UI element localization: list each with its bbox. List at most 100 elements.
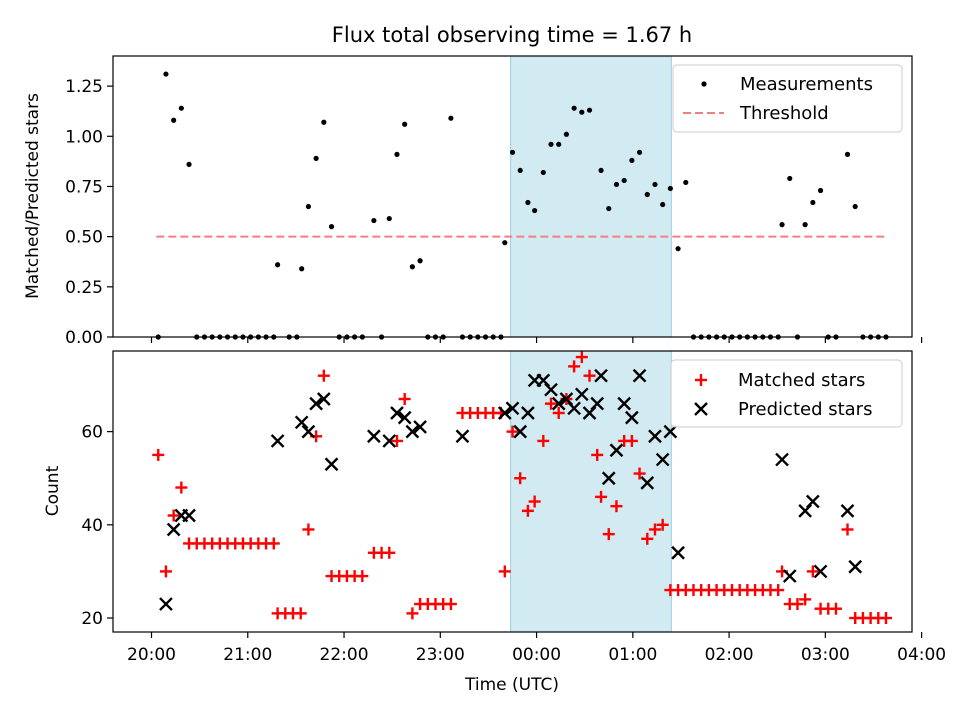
- matched-star-point: [595, 490, 608, 503]
- bottom-y-ticks: 20 40 60: [81, 423, 113, 629]
- measurement-point: [779, 222, 785, 228]
- top-y-ticks: 0.00 0.25 0.50 0.75 1.00 1.25: [65, 77, 113, 348]
- y-tick-label: 40: [81, 516, 103, 536]
- matched-star-point: [528, 495, 541, 508]
- x-tick-label: 01:00: [608, 645, 657, 665]
- matched-star-point: [880, 612, 893, 625]
- bottom-panel: 20 40 60 20:00 21:00 22:00 23:00 00:00 01:00 02:…: [43, 350, 946, 695]
- y-tick-label: 0.50: [65, 228, 103, 248]
- measurement-point: [675, 246, 681, 252]
- measurement-point: [817, 187, 824, 194]
- legend-predicted-marker: [694, 402, 708, 416]
- matched-star-point: [383, 546, 396, 559]
- y-tick-label: 0.25: [65, 278, 103, 298]
- predicted-star-point: [609, 443, 624, 458]
- y-tick-label: 0.75: [65, 177, 103, 197]
- y-tick-label: 20: [81, 609, 103, 629]
- measurement-point: [371, 217, 377, 224]
- measurement-point: [613, 181, 620, 188]
- legend-measurements-label: Measurements: [740, 74, 873, 95]
- legend-threshold-label: Threshold: [739, 103, 829, 124]
- y-tick-label: 1.00: [65, 127, 103, 147]
- legend-matched-marker: [695, 374, 707, 386]
- x-axis-label: Time (UTC): [464, 675, 559, 695]
- predicted-star-point: [324, 457, 339, 472]
- predicted-star-point: [671, 545, 685, 560]
- predicted-star-point: [294, 415, 309, 430]
- predicted-star-point: [397, 410, 412, 425]
- measurement-point: [556, 141, 562, 147]
- predicted-star-point: [182, 508, 196, 523]
- measurement-point: [275, 262, 281, 268]
- predicted-star-point: [166, 522, 181, 537]
- measurement-point: [178, 105, 184, 111]
- predicted-star-point: [316, 392, 331, 406]
- matched-star-point: [521, 504, 534, 517]
- predicted-star-point: [663, 424, 678, 439]
- measurement-point: [621, 177, 627, 184]
- predicted-star-point: [782, 569, 797, 583]
- x-tick-label: 04:00: [897, 645, 946, 665]
- predicted-star-point: [309, 396, 323, 411]
- measurement-point: [502, 240, 508, 246]
- measurement-point: [321, 119, 327, 125]
- predicted-star-point: [594, 368, 608, 383]
- measurement-point: [548, 141, 554, 147]
- predicted-star-point: [567, 401, 581, 416]
- measurement-point: [667, 185, 673, 192]
- predicted-star-point: [544, 382, 558, 397]
- measurement-point: [787, 175, 793, 182]
- top-legend: Measurements Threshold: [672, 64, 903, 133]
- measurement-point: [402, 121, 408, 127]
- matched-star-point: [602, 528, 615, 541]
- predicted-star-point: [813, 564, 828, 579]
- predicted-star-point: [574, 387, 589, 402]
- x-tick-label: 00:00: [512, 645, 561, 665]
- matched-star-point: [829, 602, 842, 615]
- measurement-point: [579, 109, 585, 115]
- matched-star-point: [506, 425, 519, 438]
- chart-title: Flux total observing time = 1.67 h: [332, 23, 692, 47]
- matched-star-point: [791, 598, 804, 611]
- measurement-point: [852, 203, 858, 210]
- x-tick-label: 23:00: [416, 645, 465, 665]
- matched-star-point: [610, 500, 623, 513]
- y-tick-label: 1.25: [65, 77, 103, 97]
- predicted-star-point: [848, 559, 863, 574]
- matched-star-point: [583, 369, 596, 382]
- predicted-star-point: [390, 406, 404, 420]
- measurement-point: [328, 224, 335, 230]
- matched-star-point: [294, 607, 307, 620]
- matched-star-point: [537, 434, 550, 447]
- measurement-point: [598, 167, 604, 174]
- measurement-point: [629, 157, 635, 163]
- measurement-point: [448, 115, 454, 121]
- bottom-y-axis-label: Count: [43, 465, 63, 516]
- x-tick-label: 21:00: [223, 645, 272, 665]
- matched-star-point: [152, 448, 165, 461]
- matched-star-point: [498, 565, 511, 578]
- measurement-point: [636, 149, 643, 155]
- measurement-point: [394, 151, 400, 157]
- matched-star-point: [633, 467, 646, 480]
- x-tick-label: 02:00: [705, 645, 754, 665]
- matched-star-point: [406, 607, 419, 620]
- measurement-point: [163, 71, 169, 77]
- measurement-point: [532, 207, 538, 214]
- matched-star-point: [799, 593, 812, 606]
- predicted-star-point: [840, 503, 855, 518]
- measurement-point: [417, 258, 423, 264]
- predicted-star-point: [270, 434, 285, 448]
- matched-star-point: [841, 523, 854, 536]
- predicted-star-point: [367, 429, 381, 444]
- measurement-point: [299, 266, 305, 272]
- measurement-point: [186, 161, 192, 167]
- matched-star-point: [568, 360, 581, 373]
- predicted-star-point: [601, 471, 616, 486]
- predicted-star-point: [497, 406, 512, 420]
- predicted-star-point: [455, 429, 470, 444]
- predicted-star-point: [521, 406, 535, 420]
- x-tick-label: 22:00: [320, 645, 369, 665]
- predicted-star-point: [505, 401, 520, 416]
- predicted-star-point: [632, 368, 647, 383]
